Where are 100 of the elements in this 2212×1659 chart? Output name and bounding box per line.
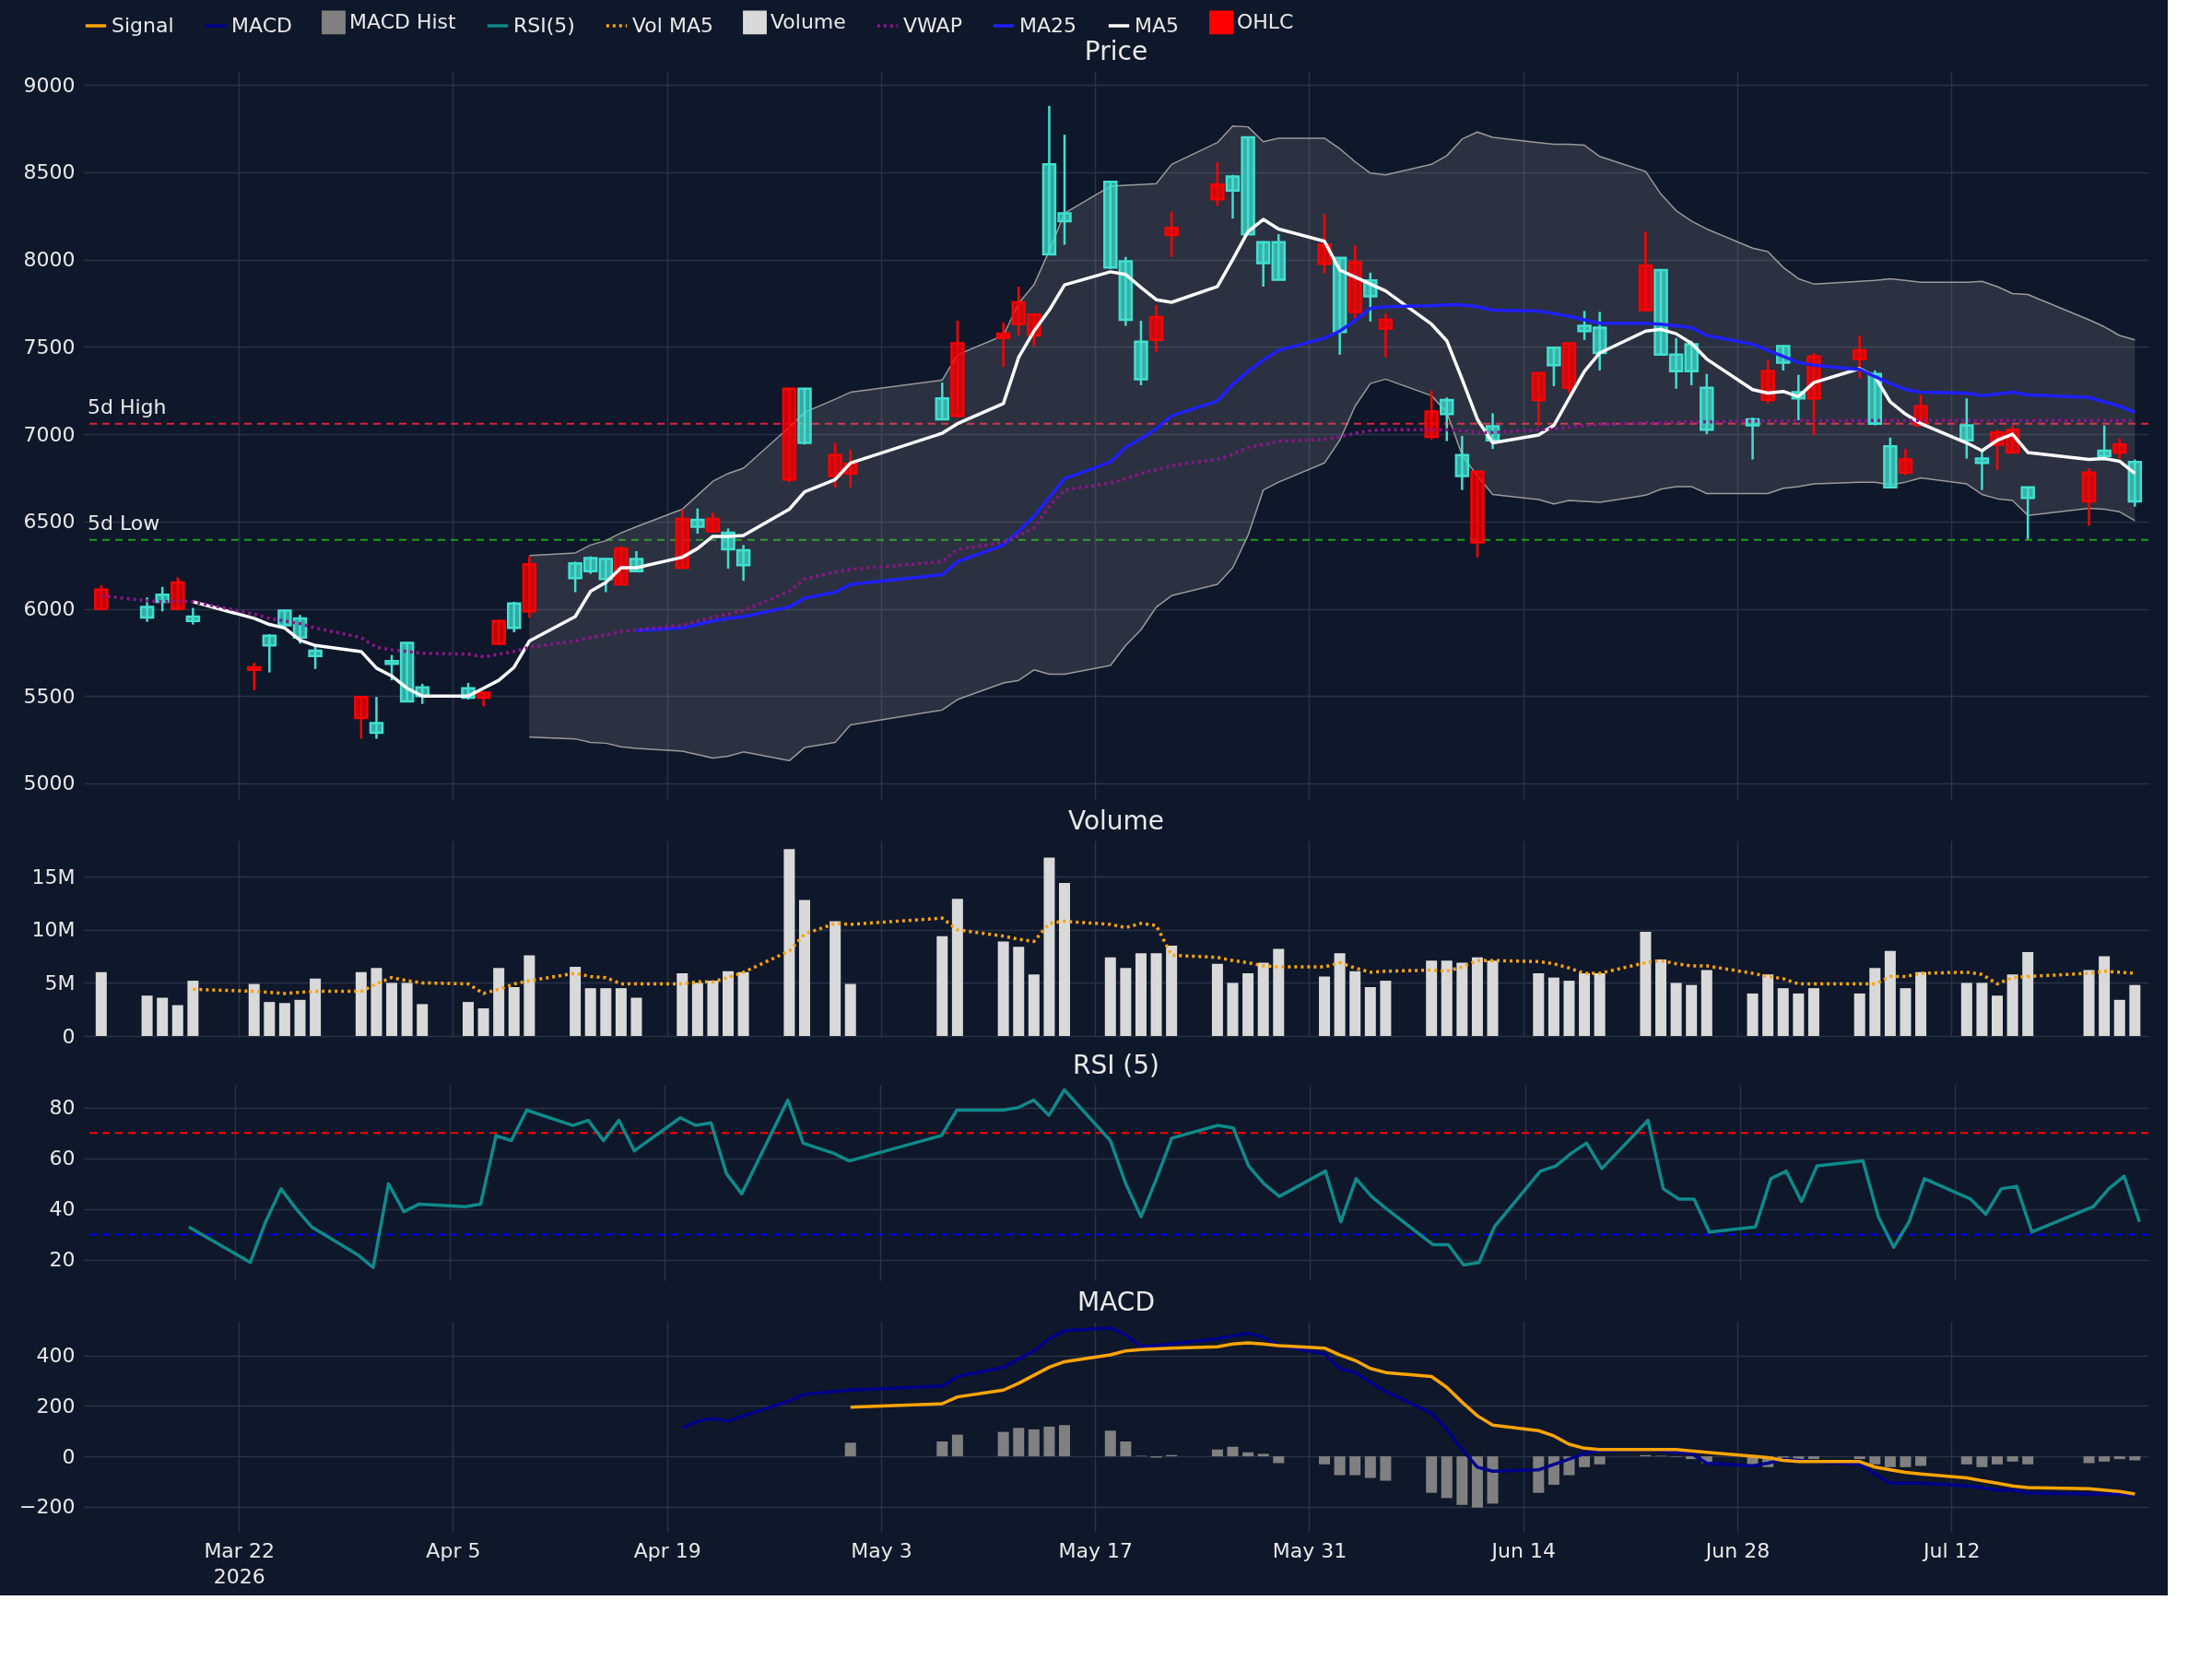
candlestick	[354, 694, 369, 740]
bar	[1762, 974, 1774, 1036]
bar	[1747, 993, 1759, 1036]
chart-title: RSI (5)	[1072, 1050, 1160, 1080]
bar	[1013, 947, 1025, 1036]
bar	[1242, 973, 1254, 1036]
bar	[1013, 1428, 1025, 1457]
bar	[1349, 1456, 1361, 1476]
bar	[951, 1434, 963, 1457]
bar	[936, 935, 948, 1036]
bar	[2083, 1456, 2095, 1464]
candlestick	[262, 632, 277, 674]
y-tick-label: 9000	[23, 73, 76, 97]
legend-label: MACD Hist	[349, 10, 457, 34]
bar	[1915, 1456, 1927, 1466]
bar	[1533, 973, 1545, 1036]
bar	[1853, 993, 1865, 1036]
bar	[417, 1004, 429, 1036]
legend-label: Volume	[771, 10, 846, 34]
bar	[2113, 999, 2125, 1036]
bar	[737, 971, 749, 1036]
bar	[1319, 976, 1331, 1036]
y-tick-label: −200	[19, 1495, 76, 1519]
bar	[830, 921, 841, 1036]
bar	[1807, 1456, 1819, 1460]
y-tick-label: 20	[49, 1248, 76, 1272]
bar	[723, 971, 735, 1036]
bar	[1884, 1456, 1896, 1467]
candlestick	[690, 507, 705, 535]
y-tick-label: 8000	[23, 248, 76, 272]
y-tick-label: 5M	[44, 971, 76, 994]
candlestick	[1974, 449, 1990, 491]
ref-line-label: 5d Low	[88, 511, 160, 535]
bar	[1471, 957, 1483, 1036]
bar	[600, 988, 612, 1036]
y-tick-label: 7000	[23, 422, 76, 446]
legend-label: Signal	[112, 14, 174, 37]
bar	[1487, 1456, 1499, 1504]
x-tick-label: Apr 19	[633, 1538, 701, 1562]
bar	[187, 981, 199, 1036]
candlestick	[1164, 210, 1179, 259]
bar	[2129, 1456, 2141, 1461]
ref-line-label: 5d High	[88, 394, 167, 418]
bar	[951, 899, 963, 1036]
line-series	[634, 303, 2137, 632]
candlestick	[1547, 347, 1561, 388]
bar	[2113, 1456, 2125, 1460]
candlestick	[139, 595, 155, 623]
bar	[248, 983, 260, 1036]
bar	[1211, 1449, 1223, 1457]
bar	[1441, 960, 1453, 1036]
bar	[1547, 977, 1559, 1036]
legend-label: MACD	[231, 14, 292, 37]
bar	[1380, 981, 1392, 1036]
bar	[1900, 988, 1912, 1036]
bar	[1960, 1456, 1972, 1465]
bar	[1456, 1456, 1468, 1505]
bar	[2022, 1456, 2034, 1465]
x-tick-label: May 17	[1058, 1538, 1133, 1562]
bar	[2006, 974, 2018, 1036]
y-tick-label: 200	[36, 1394, 76, 1418]
bar	[1273, 948, 1285, 1036]
y-tick-label: 5000	[23, 771, 76, 795]
bar	[462, 1002, 474, 1036]
bar	[95, 971, 107, 1036]
bar	[1992, 995, 2004, 1036]
bar	[1579, 1456, 1591, 1467]
x-tick-label: Jul 12	[1921, 1538, 1981, 1562]
y-tick-label: 40	[49, 1197, 76, 1221]
y-tick-label: 60	[49, 1147, 76, 1171]
bar	[1793, 993, 1805, 1036]
line-series	[528, 124, 2136, 557]
candlestick	[2112, 437, 2127, 460]
bar	[1319, 1456, 1331, 1465]
bar	[584, 988, 596, 1036]
x-tick-label: Jun 14	[1489, 1538, 1556, 1562]
candlestick	[705, 512, 721, 535]
legend-label: MA5	[1135, 14, 1180, 37]
bar	[1807, 988, 1819, 1036]
bar	[524, 955, 535, 1036]
y-tick-label: 6500	[23, 510, 76, 534]
bar	[1487, 960, 1499, 1036]
bar	[1135, 953, 1147, 1036]
bar	[1471, 1456, 1483, 1508]
bar	[1380, 1456, 1392, 1481]
legend-label: VWAP	[903, 14, 962, 37]
bar	[1227, 1446, 1239, 1457]
bar	[1028, 974, 1040, 1036]
bar	[1655, 959, 1667, 1036]
bar	[1976, 1456, 1988, 1467]
x-tick-label: Mar 22 2026	[204, 1538, 275, 1588]
bar	[1441, 1456, 1453, 1499]
chart-title: MACD	[1077, 1287, 1155, 1317]
bar	[1700, 970, 1712, 1036]
bar	[615, 988, 627, 1036]
x-tick-label: Jun 28	[1703, 1538, 1771, 1562]
candlestick	[1440, 396, 1454, 442]
bar	[264, 1002, 276, 1036]
candlestick	[94, 583, 109, 612]
y-tick-label: 8500	[23, 160, 76, 184]
